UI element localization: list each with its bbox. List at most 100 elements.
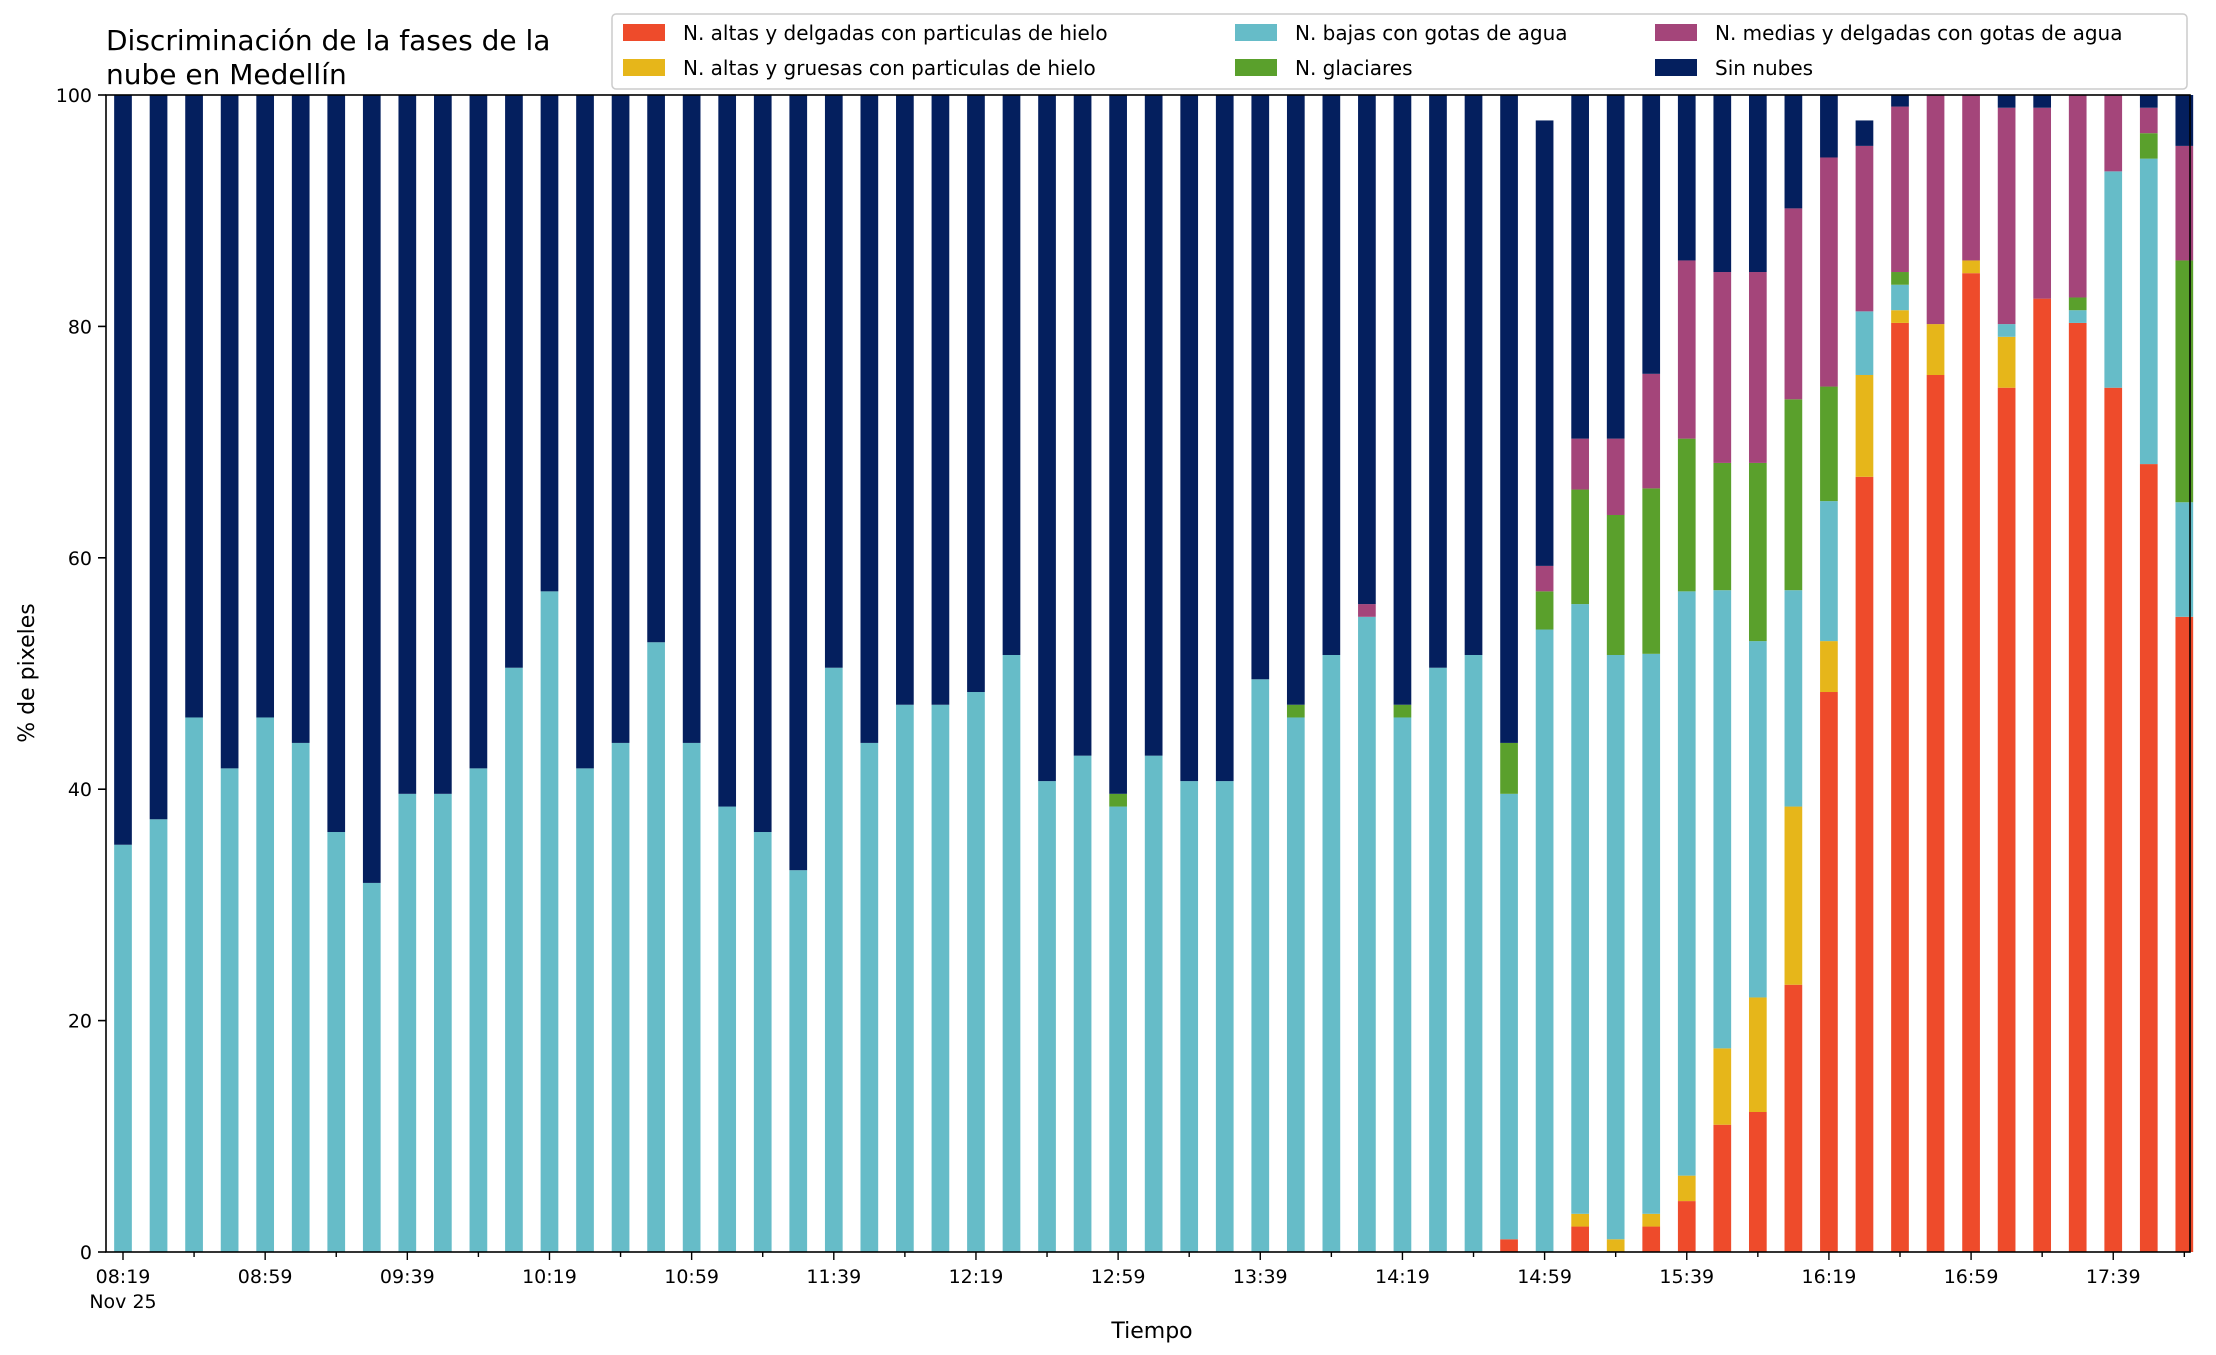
bar-segment bbox=[2068, 297, 2087, 311]
bar-segment bbox=[540, 95, 559, 592]
legend-label: N. bajas con gotas de agua bbox=[1295, 21, 1568, 45]
bar-segment bbox=[1926, 324, 1945, 375]
bar-segment bbox=[967, 95, 985, 693]
bar-segment bbox=[789, 95, 808, 871]
bar-segment bbox=[860, 95, 879, 743]
bar-segment bbox=[2033, 107, 2052, 299]
bar-segment bbox=[1571, 438, 1589, 490]
bar-segment bbox=[1429, 95, 1447, 668]
bar-segment bbox=[291, 742, 310, 1252]
bar-segment bbox=[1038, 95, 1056, 782]
bar-segment bbox=[2175, 145, 2194, 261]
bar-segment bbox=[1677, 1175, 1696, 1202]
bar-segment bbox=[1891, 284, 1909, 311]
legend-swatch bbox=[1235, 59, 1277, 76]
bar-segment bbox=[1997, 107, 2016, 325]
bar-segment bbox=[1677, 95, 1696, 261]
bar-segment bbox=[505, 95, 523, 668]
bar-segment bbox=[2139, 158, 2158, 465]
bar-segment bbox=[540, 591, 559, 1252]
bar-segment bbox=[1464, 654, 1483, 1252]
bar-segment bbox=[1002, 95, 1021, 655]
bar-segment bbox=[718, 806, 737, 1252]
legend-swatch bbox=[1655, 24, 1697, 41]
x-tick-label: 16:59 bbox=[1944, 1266, 1999, 1288]
bar-segment bbox=[2139, 133, 2158, 159]
bar-segment bbox=[931, 95, 950, 705]
legend-label: N. glaciares bbox=[1295, 56, 1413, 80]
legend-label: N. altas y delgadas con particulas de hi… bbox=[683, 21, 1108, 45]
bar-segment bbox=[611, 95, 630, 743]
bar-segment bbox=[576, 95, 594, 769]
bar-segment bbox=[1926, 374, 1945, 1252]
bar-segment bbox=[1606, 1239, 1625, 1252]
bar-segment bbox=[647, 642, 665, 1252]
bar-segment bbox=[1571, 95, 1589, 439]
bar-segment bbox=[931, 704, 950, 1252]
bar-segment bbox=[398, 793, 417, 1252]
bar-segment bbox=[1713, 1048, 1732, 1125]
bar-segment bbox=[1109, 95, 1127, 794]
bar-segment bbox=[2139, 95, 2158, 108]
x-tick-label: 09:39 bbox=[380, 1266, 435, 1288]
legend-label: N. altas y gruesas con particulas de hie… bbox=[683, 56, 1096, 80]
bar-segment bbox=[1820, 501, 1838, 642]
bar-segment bbox=[1286, 717, 1305, 1252]
legend-swatch bbox=[1235, 24, 1277, 41]
x-tick-label: 14:59 bbox=[1517, 1266, 1572, 1288]
bar-segment bbox=[2175, 502, 2194, 617]
bar-segment bbox=[220, 95, 239, 769]
bar-segment bbox=[1286, 704, 1305, 718]
bar-segment bbox=[1109, 793, 1127, 807]
bar-segment bbox=[1748, 997, 1767, 1112]
bar-segment bbox=[362, 882, 381, 1252]
bar-segment bbox=[327, 832, 346, 1252]
bar-segment bbox=[1571, 489, 1589, 605]
plot-area-frame bbox=[105, 94, 2191, 1253]
bar-segment bbox=[2175, 95, 2194, 146]
bar-segment bbox=[2139, 107, 2158, 134]
legend-label: Sin nubes bbox=[1715, 56, 1813, 80]
bar-segment bbox=[1571, 1226, 1589, 1252]
bar-segment bbox=[434, 95, 452, 794]
bar-segment bbox=[1997, 324, 2016, 337]
legend-swatch bbox=[623, 24, 665, 41]
bar-segment bbox=[2104, 387, 2123, 1253]
bar-segment bbox=[1251, 95, 1270, 680]
bar-segment bbox=[1820, 692, 1838, 1252]
bar-segment bbox=[220, 768, 239, 1252]
bar-segment bbox=[1820, 641, 1838, 693]
bar-segment bbox=[753, 95, 772, 833]
bar-segment bbox=[256, 95, 275, 718]
bar-segment bbox=[1784, 399, 1803, 591]
bar-segment bbox=[1855, 311, 1874, 375]
bar-segment bbox=[1358, 604, 1376, 617]
y-tick-label: 20 bbox=[68, 1011, 92, 1033]
bar-segment bbox=[1820, 95, 1838, 158]
y-tick-label: 100 bbox=[56, 85, 92, 107]
bar-segment bbox=[1855, 476, 1874, 1252]
bar-segment bbox=[1677, 591, 1696, 1176]
bar-segment bbox=[1855, 120, 1874, 146]
bar-segment bbox=[1393, 717, 1412, 1252]
bar-segment bbox=[1784, 95, 1803, 209]
y-axis-label: % de pixeles bbox=[15, 603, 40, 742]
bar-segment bbox=[1535, 591, 1554, 630]
bar-segment bbox=[1215, 781, 1234, 1252]
bar-segment bbox=[2068, 322, 2087, 1252]
bar-segment bbox=[1500, 1239, 1518, 1252]
bar-segment bbox=[1784, 806, 1803, 985]
bar-segment bbox=[1535, 120, 1554, 566]
bar-segment bbox=[576, 768, 594, 1252]
bar-segment bbox=[1180, 781, 1199, 1252]
bar-segment bbox=[896, 95, 914, 705]
bar-segment bbox=[1677, 260, 1696, 439]
legend-swatch bbox=[1655, 59, 1697, 76]
bar-segment bbox=[1642, 1213, 1661, 1227]
bar-segment bbox=[1109, 806, 1127, 1252]
bar-segment bbox=[1500, 95, 1518, 743]
x-tick-label: 12:19 bbox=[949, 1266, 1004, 1288]
bar-segment bbox=[1500, 742, 1518, 794]
bar-segment bbox=[185, 717, 203, 1252]
